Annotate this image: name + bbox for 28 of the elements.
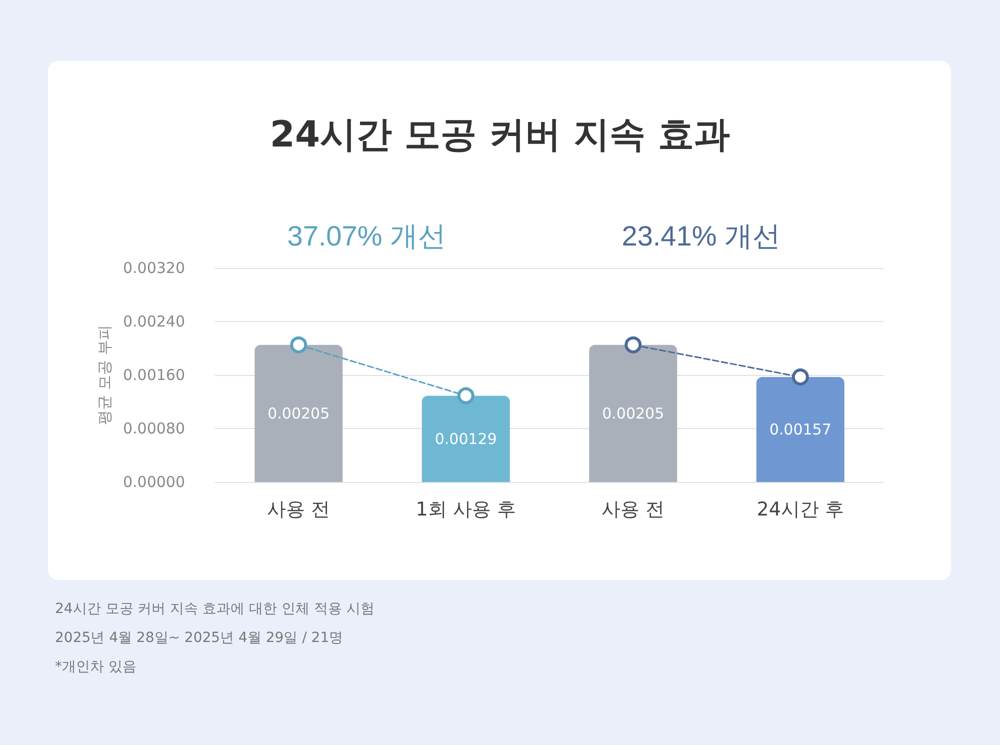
x-tick-label: 24시간 후: [756, 498, 844, 520]
data-label: 0.00205: [602, 404, 664, 422]
bar: [422, 396, 510, 482]
text: 37.07% 개선: [287, 220, 446, 252]
point: [792, 368, 809, 386]
y-tick-label: 0.00240: [122, 312, 185, 330]
y-tick-label: 0.00000: [122, 473, 185, 491]
chart-title: 24시간 모공 커버 지속 효과: [270, 114, 730, 156]
point: [624, 336, 642, 354]
point: [457, 387, 474, 404]
text: 23.41% 개선: [622, 220, 780, 252]
y-tick-label: 0.00080: [122, 420, 185, 438]
x-tick-label: 1회 사용 후: [416, 498, 516, 520]
bar: [756, 377, 844, 482]
y-tick-label: 0.00320: [122, 259, 185, 277]
bar: [589, 344, 678, 482]
x-tick-label: 사용 전: [602, 498, 665, 520]
data-label: 0.00157: [769, 420, 832, 439]
text: 24시간 모공 커버 지속 효과에 대한 인체 적용 시험: [55, 601, 374, 617]
y-axis-title: 평균 모공 부피: [96, 325, 114, 425]
text: *개인차 있음: [55, 659, 136, 675]
text: 2025년 4월 28일~ 2025년 4월 29일 / 21명: [55, 630, 344, 646]
x-tick-label: 사용 전: [267, 498, 330, 520]
data-label: 0.00205: [268, 404, 330, 422]
bar: [254, 344, 343, 482]
y-tick-label: 0.00160: [122, 366, 185, 384]
point: [290, 336, 308, 354]
data-label: 0.00129: [434, 430, 497, 448]
